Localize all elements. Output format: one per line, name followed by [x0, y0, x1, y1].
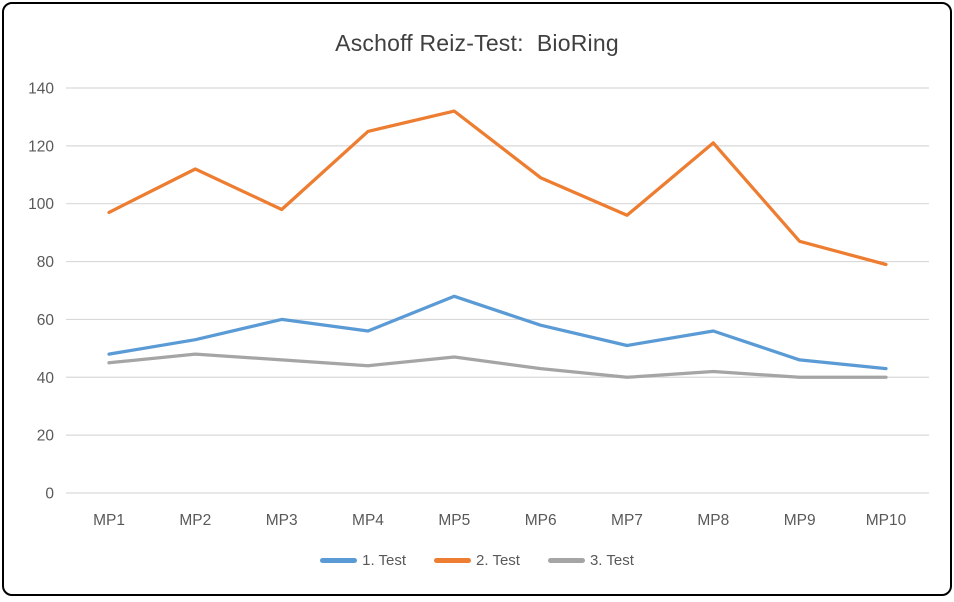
- legend-item-3-test: 3. Test: [547, 552, 634, 569]
- x-axis-category-label: MP2: [179, 512, 211, 529]
- x-axis-category-label: MP1: [93, 512, 125, 529]
- y-axis-tick-label: 0: [45, 486, 54, 503]
- legend-swatch-2-test: [434, 558, 472, 563]
- line-chart-plot: 0 20 40 60 80 100 120 140 MP1 MP2 MP3 MP4 MP5 MP6 MP7 M…: [28, 80, 929, 529]
- x-axis-category-label: MP7: [611, 512, 643, 529]
- y-axis-tick-label: 100: [28, 196, 54, 213]
- series-line-2-test: [107, 109, 888, 267]
- legend-label-1-test: 1. Test: [362, 552, 407, 569]
- legend-item-1-test: 1. Test: [320, 552, 406, 569]
- chart-title: Aschoff Reiz-Test: BioRing: [335, 30, 619, 56]
- y-axis-tick-label: 80: [37, 254, 55, 271]
- y-axis-tick-label: 60: [37, 312, 55, 329]
- x-axis-category-label: MP9: [784, 512, 816, 529]
- series-line-1-test: [107, 294, 888, 371]
- x-axis-category-label: MP10: [866, 512, 907, 529]
- legend-swatch-1-test: [320, 558, 358, 563]
- x-axis-category-label: MP5: [438, 512, 470, 529]
- x-axis-category-label: MP6: [525, 512, 557, 529]
- chart-legend: 1. Test 2. Test 3. Test: [4, 552, 950, 569]
- x-axis-category-label: MP4: [352, 512, 384, 529]
- y-axis-tick-label: 140: [28, 80, 54, 97]
- y-axis-tick-label: 20: [37, 428, 55, 445]
- legend-swatch-3-test: [547, 558, 585, 563]
- legend-label-3-test: 3. Test: [589, 552, 634, 569]
- y-axis-tick-label: 120: [28, 138, 54, 155]
- series-line-3-test: [107, 352, 888, 379]
- legend-label-2-test: 2. Test: [476, 552, 520, 569]
- x-axis-category-label: MP3: [266, 512, 298, 529]
- x-axis-category-label: MP8: [697, 512, 729, 529]
- y-axis-tick-label: 40: [37, 370, 55, 387]
- legend-item-2-test: 2. Test: [434, 552, 520, 569]
